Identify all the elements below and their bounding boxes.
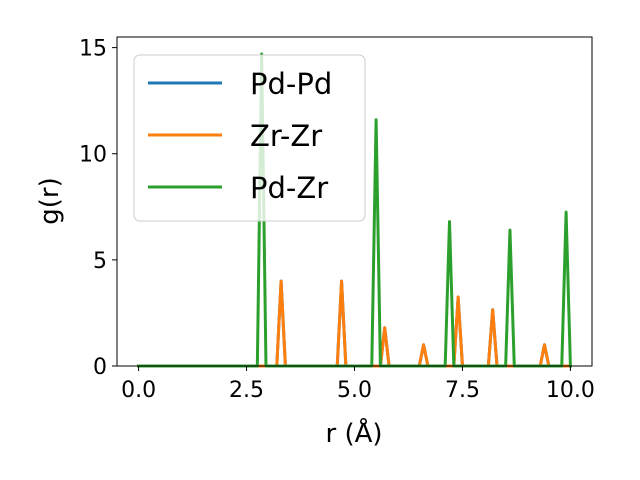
x-axis-label: r (Å) xyxy=(325,417,382,449)
x-tick-label: 10.0 xyxy=(546,378,595,403)
y-tick-label: 0 xyxy=(93,355,107,380)
legend-box xyxy=(133,54,366,222)
x-tick-label: 2.5 xyxy=(229,378,264,403)
y-tick-label: 5 xyxy=(93,249,107,274)
legend: Pd-Pd Zr-Zr Pd-Zr xyxy=(133,54,366,222)
x-tick-label: 7.5 xyxy=(445,378,480,403)
legend-items: Pd-Pd Zr-Zr Pd-Zr xyxy=(148,67,332,205)
y-axis: 0 5 10 15 xyxy=(79,37,117,380)
x-tick-label: 0.0 xyxy=(121,378,156,403)
legend-label: Zr-Zr xyxy=(250,119,322,153)
legend-label: Pd-Zr xyxy=(250,171,328,205)
y-tick-label: 15 xyxy=(79,37,107,62)
legend-label: Pd-Pd xyxy=(250,67,332,101)
y-tick-label: 10 xyxy=(79,143,107,168)
x-axis: 0.0 2.5 5.0 7.5 10.0 xyxy=(121,366,595,403)
y-axis-label: g(r) xyxy=(35,177,65,224)
x-tick-label: 5.0 xyxy=(337,378,372,403)
